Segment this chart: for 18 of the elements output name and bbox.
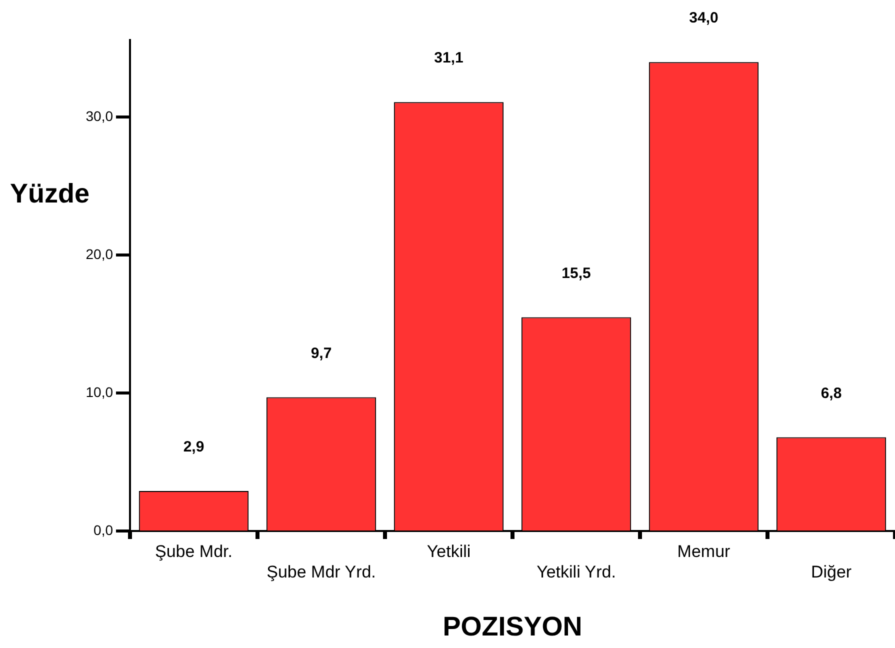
x-tick-label: Şube Mdr Yrd. bbox=[266, 562, 376, 582]
y-tick-label: 30,0 bbox=[86, 108, 114, 124]
y-tick-label: 0,0 bbox=[94, 522, 114, 538]
data-label: 9,7 bbox=[310, 344, 332, 362]
data-label: 6,8 bbox=[820, 384, 842, 402]
data-label: 2,9 bbox=[183, 438, 204, 456]
x-axis-title: POZISYON bbox=[442, 611, 582, 642]
x-tick-label: Şube Mdr. bbox=[155, 542, 232, 561]
data-label: 34,0 bbox=[689, 10, 718, 27]
y-tick-label: 20,0 bbox=[86, 246, 114, 262]
x-tick-label: Yetkili bbox=[426, 542, 471, 561]
x-tick-label: Diğer bbox=[810, 562, 852, 582]
x-tick-label: Yetkili Yrd. bbox=[536, 562, 616, 582]
data-label: 15,5 bbox=[562, 264, 591, 282]
x-tick-label: Memur bbox=[677, 542, 731, 561]
y-tick-label: 10,0 bbox=[86, 384, 114, 400]
y-axis-title: Yüzde bbox=[10, 178, 90, 208]
data-label: 31,1 bbox=[434, 50, 464, 67]
